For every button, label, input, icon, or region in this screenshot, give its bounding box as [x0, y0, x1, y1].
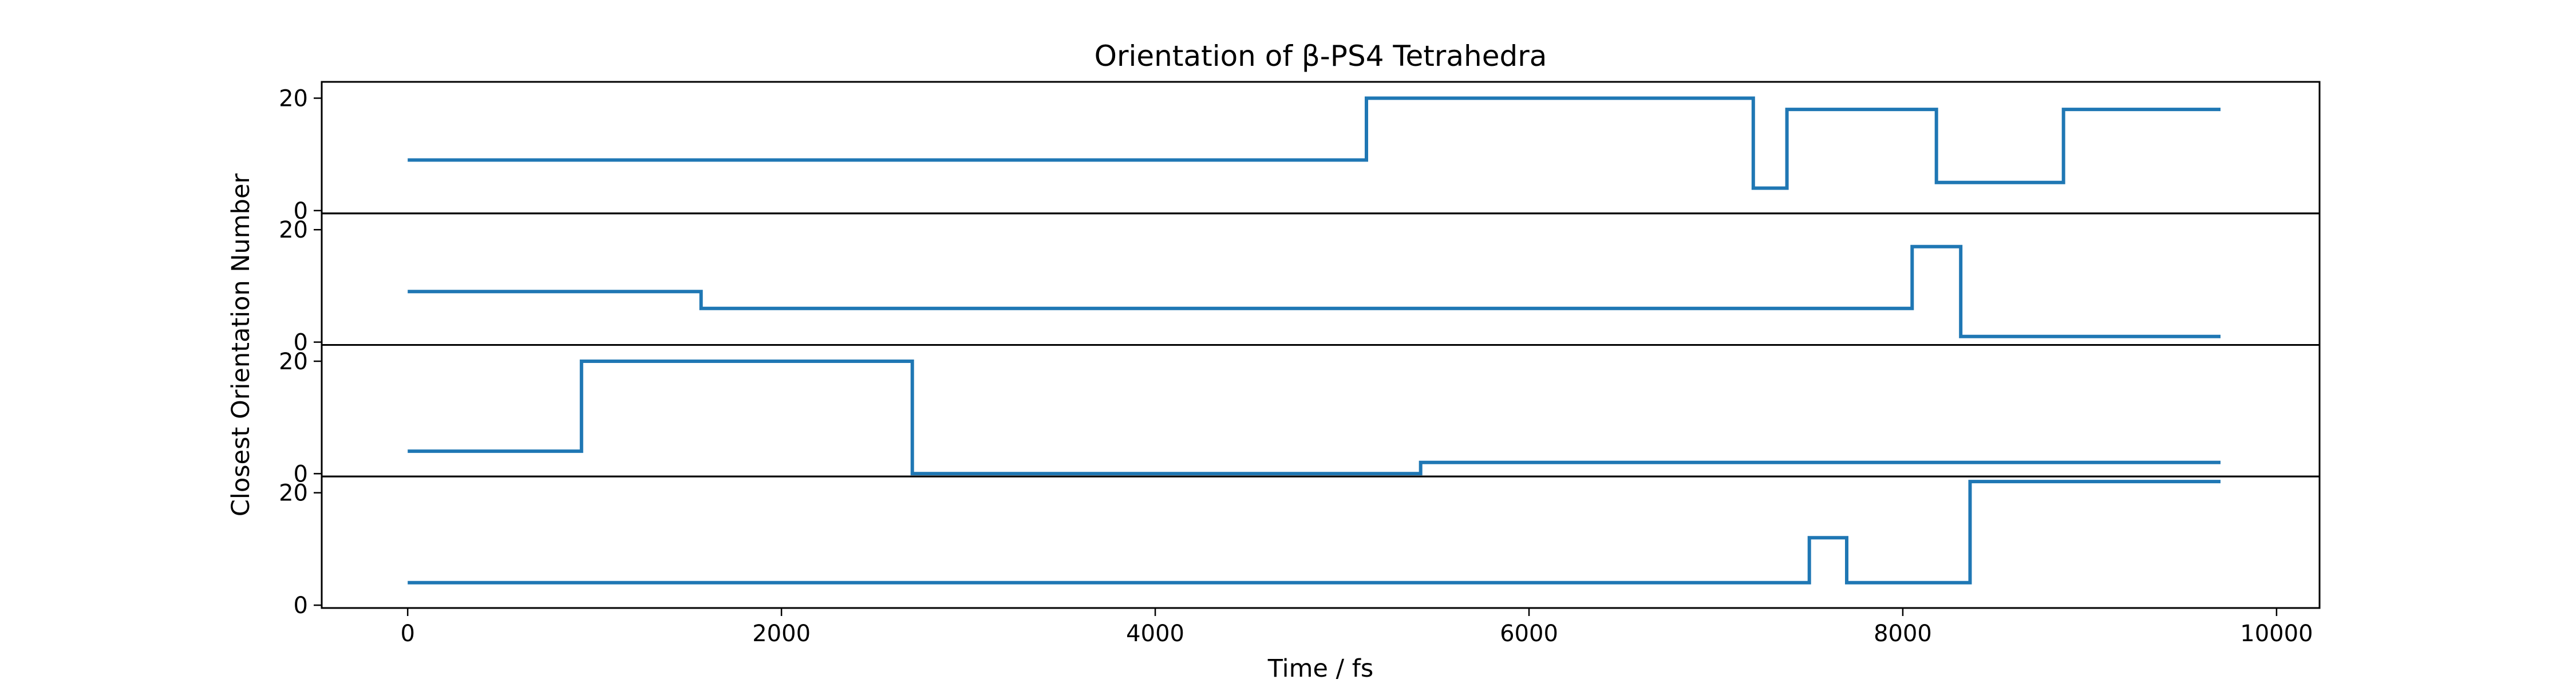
y-tick-label: 0	[294, 593, 308, 619]
x-axis: 0 2000 4000 6000 8000 10000	[400, 608, 2313, 647]
y-tick-label: 0	[294, 330, 308, 356]
series-line-panel-3	[408, 360, 2221, 476]
x-tick-label: 6000	[1500, 621, 1558, 647]
x-tick-label: 2000	[752, 621, 811, 647]
x-tick-label: 0	[400, 621, 414, 647]
panel-frame	[321, 212, 2321, 346]
panel-frame	[321, 344, 2321, 477]
panel-frame	[321, 81, 2321, 215]
series-line-panel-1	[408, 96, 2221, 190]
y-tick-label: 20	[279, 349, 308, 375]
panel-1: 0 20	[279, 81, 2321, 224]
y-tick-label: 20	[279, 217, 308, 243]
x-tick-label: 8000	[1874, 621, 1932, 647]
series-line-panel-4	[408, 480, 2221, 585]
y-tick-label: 0	[294, 198, 308, 224]
y-tick-label: 20	[279, 480, 308, 507]
series-line-panel-2	[408, 244, 2221, 338]
y-tick-label: 0	[294, 461, 308, 487]
y-axis-label: Closest Orientation Number	[227, 173, 255, 517]
panel-4: 0 20	[279, 475, 2321, 619]
x-axis-label: Time / fs	[1267, 654, 1374, 683]
panel-frame	[321, 475, 2321, 609]
y-tick-label: 20	[279, 85, 308, 112]
panel-3: 0 20	[279, 344, 2321, 487]
x-tick-label: 10000	[2240, 621, 2313, 647]
x-tick-label: 4000	[1126, 621, 1184, 647]
chart-title: Orientation of β-PS4 Tetrahedra	[1095, 40, 1547, 73]
panel-2: 0 20	[279, 212, 2321, 356]
